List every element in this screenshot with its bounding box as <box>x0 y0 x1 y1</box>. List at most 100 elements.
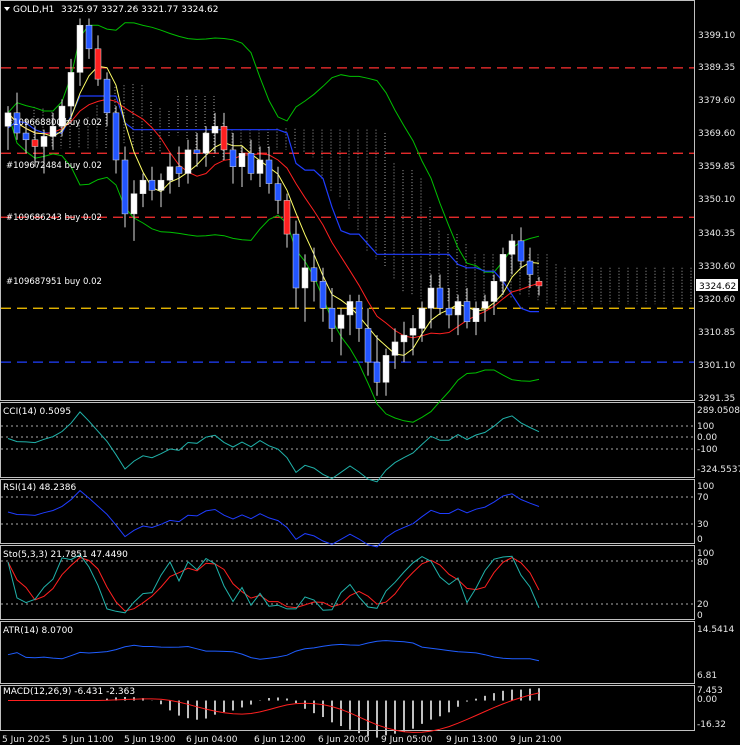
candle-body[interactable] <box>535 281 543 287</box>
cci-title: CCI(14) 0.5095 <box>3 407 71 417</box>
candle-body[interactable] <box>454 301 462 316</box>
order-label-1: #109668800 buy 0.02 <box>6 118 102 128</box>
time-tick: 6 Jun 04:00 <box>186 735 238 745</box>
candle-body[interactable] <box>184 149 192 174</box>
candle-body[interactable] <box>427 287 435 309</box>
price-tick: 3291.35 <box>698 394 735 404</box>
candle-body[interactable] <box>310 267 318 282</box>
candle-body[interactable] <box>139 179 147 194</box>
candle-body[interactable] <box>67 72 75 107</box>
price-tick: 3320.60 <box>698 295 735 305</box>
macd-tick: 0.00 <box>697 695 717 705</box>
candle-body[interactable] <box>130 193 138 215</box>
candle-body[interactable] <box>355 301 363 329</box>
candle-body[interactable] <box>382 355 390 383</box>
candle-body[interactable] <box>328 307 336 329</box>
candle-body[interactable] <box>22 132 30 141</box>
candle-body[interactable] <box>40 136 48 147</box>
candle-body[interactable] <box>436 287 444 309</box>
candle-body[interactable] <box>508 240 516 255</box>
price-tick: 3369.60 <box>698 129 735 139</box>
bollinger-lower <box>7 112 540 423</box>
macd-tick: -16.32 <box>697 720 726 730</box>
current-price-label: 3324.62 <box>699 282 736 292</box>
candle-body[interactable] <box>211 126 219 134</box>
candle-body[interactable] <box>418 307 426 329</box>
time-tick: 5 Jun 2025 <box>2 735 50 745</box>
atr-tick: 14.5414 <box>697 625 734 635</box>
candle-body[interactable] <box>301 267 309 289</box>
symbol-label: GOLD,H1 <box>13 5 54 15</box>
time-tick: 9 Jun 05:00 <box>381 735 433 745</box>
rsi-tick: 0 <box>697 535 703 545</box>
candle-body[interactable] <box>391 341 399 356</box>
cci-tick: -100 <box>697 445 718 455</box>
candle-body[interactable] <box>166 166 174 181</box>
candle-body[interactable] <box>346 301 354 316</box>
candle-body[interactable] <box>526 260 534 275</box>
candle-body[interactable] <box>229 149 237 167</box>
candle-body[interactable] <box>220 126 228 151</box>
rsi-panel: RSI(14) 48.2386 100 70 30 0 <box>1 482 714 548</box>
candle-body[interactable] <box>85 24 93 50</box>
candle-body[interactable] <box>112 112 120 161</box>
candles[interactable] <box>4 18 543 396</box>
candle-body[interactable] <box>76 24 84 73</box>
candle-body[interactable] <box>472 307 480 322</box>
order-label-3: #109686243 buy 0.02 <box>6 213 102 223</box>
candle-body[interactable] <box>175 166 183 174</box>
stoch-signal-line <box>7 556 540 612</box>
candle-body[interactable] <box>490 281 498 302</box>
candle-body[interactable] <box>202 132 210 154</box>
price-tick: 3330.60 <box>698 262 735 272</box>
candle-body[interactable] <box>193 149 201 154</box>
candle-body[interactable] <box>409 328 417 336</box>
price-tick: 3379.60 <box>698 96 735 106</box>
candle-body[interactable] <box>265 159 273 184</box>
candle-body[interactable] <box>58 105 66 127</box>
stoch-tick: 20 <box>697 600 709 610</box>
candle-body[interactable] <box>499 254 507 282</box>
candle-body[interactable] <box>481 301 489 309</box>
candle-body[interactable] <box>445 307 453 316</box>
candle-body[interactable] <box>373 361 381 383</box>
rsi-tick: 70 <box>697 493 709 503</box>
candle-body[interactable] <box>148 179 156 191</box>
candle-body[interactable] <box>94 48 102 80</box>
candle-body[interactable] <box>292 233 300 289</box>
candle-body[interactable] <box>13 112 21 134</box>
bollinger-upper <box>7 22 540 273</box>
price-tick: 3350.10 <box>698 195 735 205</box>
candle-body[interactable] <box>256 159 264 174</box>
candle-body[interactable] <box>49 126 57 137</box>
candle-body[interactable] <box>4 112 12 127</box>
rsi-line <box>7 489 540 548</box>
stoch-main-line <box>7 554 540 614</box>
candle-body[interactable] <box>400 334 408 343</box>
candle-body[interactable] <box>274 183 282 201</box>
candle-body[interactable] <box>463 301 471 322</box>
candle-body[interactable] <box>238 152 246 167</box>
candle-body[interactable] <box>121 159 129 215</box>
candle-body[interactable] <box>319 281 327 309</box>
candle-body[interactable] <box>364 328 372 363</box>
candle-body[interactable] <box>283 200 291 235</box>
macd-signal-line <box>8 692 540 733</box>
time-tick: 5 Jun 11:00 <box>62 735 114 745</box>
time-tick: 6 Jun 20:00 <box>318 735 370 745</box>
candle-body[interactable] <box>337 314 345 329</box>
candle-body[interactable] <box>157 179 165 191</box>
triangle-down-icon[interactable] <box>4 7 10 11</box>
atr-tick: 6.81 <box>697 671 717 681</box>
cci-tick: 0.00 <box>697 433 717 443</box>
candle-body[interactable] <box>247 152 255 174</box>
candle-body[interactable] <box>103 78 111 114</box>
candle-body[interactable] <box>517 240 525 262</box>
cci-tick: 289.05084 <box>697 406 740 416</box>
price-tick: 3340.35 <box>698 229 735 239</box>
atr-line <box>7 640 540 662</box>
candle-body[interactable] <box>31 139 39 147</box>
macd-tick: 7.453 <box>697 686 723 696</box>
chart-header[interactable]: GOLD,H1 3325.97 3327.26 3321.77 3324.62 <box>4 5 218 15</box>
